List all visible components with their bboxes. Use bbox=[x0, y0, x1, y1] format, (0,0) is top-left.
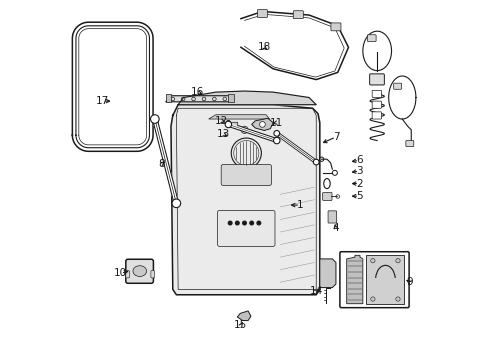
Circle shape bbox=[273, 131, 279, 136]
Circle shape bbox=[150, 115, 159, 123]
Polygon shape bbox=[346, 255, 362, 304]
Circle shape bbox=[370, 297, 374, 301]
Circle shape bbox=[273, 137, 280, 144]
Text: 12: 12 bbox=[214, 116, 227, 126]
Circle shape bbox=[370, 258, 374, 263]
FancyBboxPatch shape bbox=[327, 211, 336, 223]
Text: 9: 9 bbox=[406, 277, 412, 287]
Polygon shape bbox=[237, 311, 250, 320]
Circle shape bbox=[242, 221, 246, 225]
FancyBboxPatch shape bbox=[405, 140, 413, 147]
Text: 1: 1 bbox=[296, 200, 303, 210]
Text: 11: 11 bbox=[269, 118, 283, 128]
Text: 18: 18 bbox=[257, 42, 270, 52]
Polygon shape bbox=[251, 118, 273, 131]
Text: 5: 5 bbox=[355, 191, 362, 201]
Polygon shape bbox=[366, 255, 403, 304]
FancyBboxPatch shape bbox=[369, 74, 384, 85]
FancyBboxPatch shape bbox=[371, 90, 381, 98]
FancyBboxPatch shape bbox=[339, 252, 408, 308]
Text: 14: 14 bbox=[309, 286, 322, 296]
FancyBboxPatch shape bbox=[221, 165, 271, 185]
Circle shape bbox=[235, 221, 239, 225]
Circle shape bbox=[259, 122, 265, 127]
Ellipse shape bbox=[133, 266, 146, 276]
Polygon shape bbox=[165, 96, 233, 102]
Circle shape bbox=[241, 126, 247, 134]
Text: 15: 15 bbox=[234, 320, 247, 330]
Circle shape bbox=[313, 159, 319, 165]
Text: 13: 13 bbox=[216, 129, 229, 139]
Text: 2: 2 bbox=[355, 179, 362, 189]
Polygon shape bbox=[165, 94, 171, 102]
Text: 16: 16 bbox=[191, 87, 204, 97]
Circle shape bbox=[224, 121, 231, 128]
Polygon shape bbox=[171, 105, 319, 295]
Polygon shape bbox=[208, 115, 269, 119]
Polygon shape bbox=[319, 259, 335, 288]
Circle shape bbox=[228, 221, 231, 225]
FancyBboxPatch shape bbox=[371, 101, 381, 108]
FancyBboxPatch shape bbox=[151, 271, 154, 278]
Text: 7: 7 bbox=[332, 132, 339, 142]
Circle shape bbox=[249, 221, 253, 225]
FancyBboxPatch shape bbox=[125, 271, 129, 278]
Text: 3: 3 bbox=[355, 166, 362, 176]
FancyBboxPatch shape bbox=[367, 35, 375, 41]
FancyBboxPatch shape bbox=[371, 112, 381, 119]
FancyBboxPatch shape bbox=[231, 122, 237, 127]
FancyBboxPatch shape bbox=[393, 83, 401, 89]
FancyBboxPatch shape bbox=[322, 193, 331, 201]
Polygon shape bbox=[228, 94, 234, 102]
Text: 4: 4 bbox=[332, 224, 339, 233]
FancyBboxPatch shape bbox=[330, 23, 340, 31]
Polygon shape bbox=[178, 91, 316, 105]
FancyBboxPatch shape bbox=[293, 11, 303, 19]
Text: 10: 10 bbox=[114, 268, 127, 278]
FancyBboxPatch shape bbox=[125, 259, 153, 283]
Circle shape bbox=[395, 297, 399, 301]
Circle shape bbox=[172, 199, 180, 208]
Circle shape bbox=[257, 221, 260, 225]
Text: 17: 17 bbox=[96, 96, 109, 106]
Text: 8: 8 bbox=[159, 159, 165, 169]
Text: 6: 6 bbox=[355, 155, 362, 165]
Circle shape bbox=[395, 258, 399, 263]
FancyBboxPatch shape bbox=[257, 10, 267, 18]
FancyBboxPatch shape bbox=[217, 211, 274, 246]
